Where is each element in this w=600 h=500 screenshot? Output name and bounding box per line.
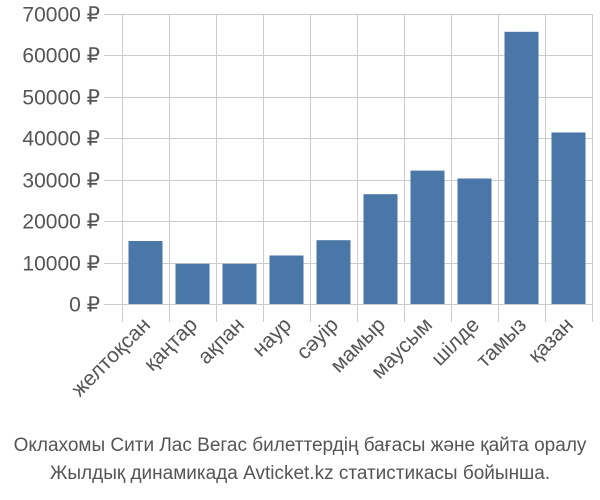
x-tick-label: шілде xyxy=(427,313,484,370)
caption-line-1: Оклахомы Сити Лас Вегас билеттердің баға… xyxy=(13,435,587,456)
y-tick-label: 40000 ₽ xyxy=(22,128,100,151)
bar xyxy=(316,240,351,304)
bar xyxy=(457,178,492,304)
y-tick-label: 60000 ₽ xyxy=(22,45,100,68)
bar xyxy=(410,170,445,304)
bar xyxy=(128,241,163,304)
bar xyxy=(175,263,210,304)
y-tick-label: 50000 ₽ xyxy=(22,87,100,110)
caption-line-2: Жылдық динамикада Avticket.kz статистика… xyxy=(49,463,551,484)
x-tick-label: тамыз xyxy=(472,313,531,372)
y-tick-label: 0 ₽ xyxy=(69,294,100,317)
chart-caption: Оклахомы Сити Лас Вегас билеттердің баға… xyxy=(0,432,600,488)
bar xyxy=(269,255,304,304)
x-tick-label: ақпан xyxy=(194,313,250,369)
y-tick-label: 70000 ₽ xyxy=(22,4,100,27)
bar xyxy=(504,31,539,305)
y-tick-label: 30000 ₽ xyxy=(22,170,100,193)
y-tick-label: 10000 ₽ xyxy=(22,253,100,276)
x-tick-label: қазан xyxy=(524,313,578,367)
bar xyxy=(551,132,586,304)
x-tick-label: наур xyxy=(248,313,296,361)
y-tick-label: 20000 ₽ xyxy=(22,211,100,234)
bar xyxy=(363,194,398,304)
bar xyxy=(222,263,257,304)
x-tick-label: қаңтар xyxy=(140,313,202,375)
